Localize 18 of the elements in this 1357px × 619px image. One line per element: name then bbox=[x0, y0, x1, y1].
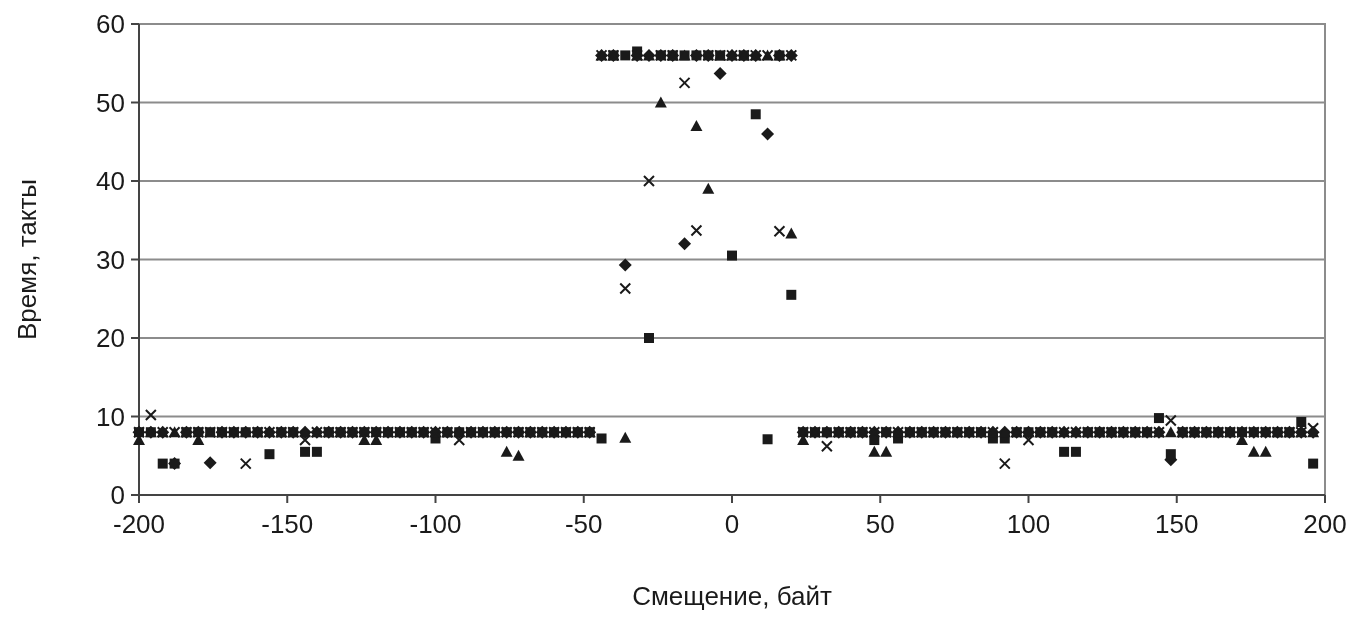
x-tick-label: 0 bbox=[724, 509, 740, 539]
x-tick-label: -100 bbox=[409, 509, 462, 539]
x-axis-title: Смещение, байт bbox=[632, 581, 832, 611]
y-axis-title: Время, такты bbox=[12, 178, 42, 341]
y-tick-label: 40 bbox=[96, 166, 125, 197]
y-tick-label: 0 bbox=[110, 480, 125, 511]
x-tick-label: 50 bbox=[865, 509, 895, 539]
x-tick-label: 150 bbox=[1155, 509, 1199, 539]
y-tick-label: 30 bbox=[96, 244, 125, 275]
x-tick-label: -150 bbox=[261, 509, 314, 539]
y-tick-label: 20 bbox=[96, 323, 125, 354]
x-tick-label: -50 bbox=[564, 509, 603, 539]
x-tick-label: 200 bbox=[1303, 509, 1347, 539]
x-tick-label: -200 bbox=[112, 509, 166, 539]
y-tick-label: 10 bbox=[96, 401, 125, 432]
y-tick-label: 60 bbox=[96, 9, 125, 40]
x-tick-label: 100 bbox=[1006, 509, 1051, 539]
y-tick-label: 50 bbox=[96, 87, 125, 118]
